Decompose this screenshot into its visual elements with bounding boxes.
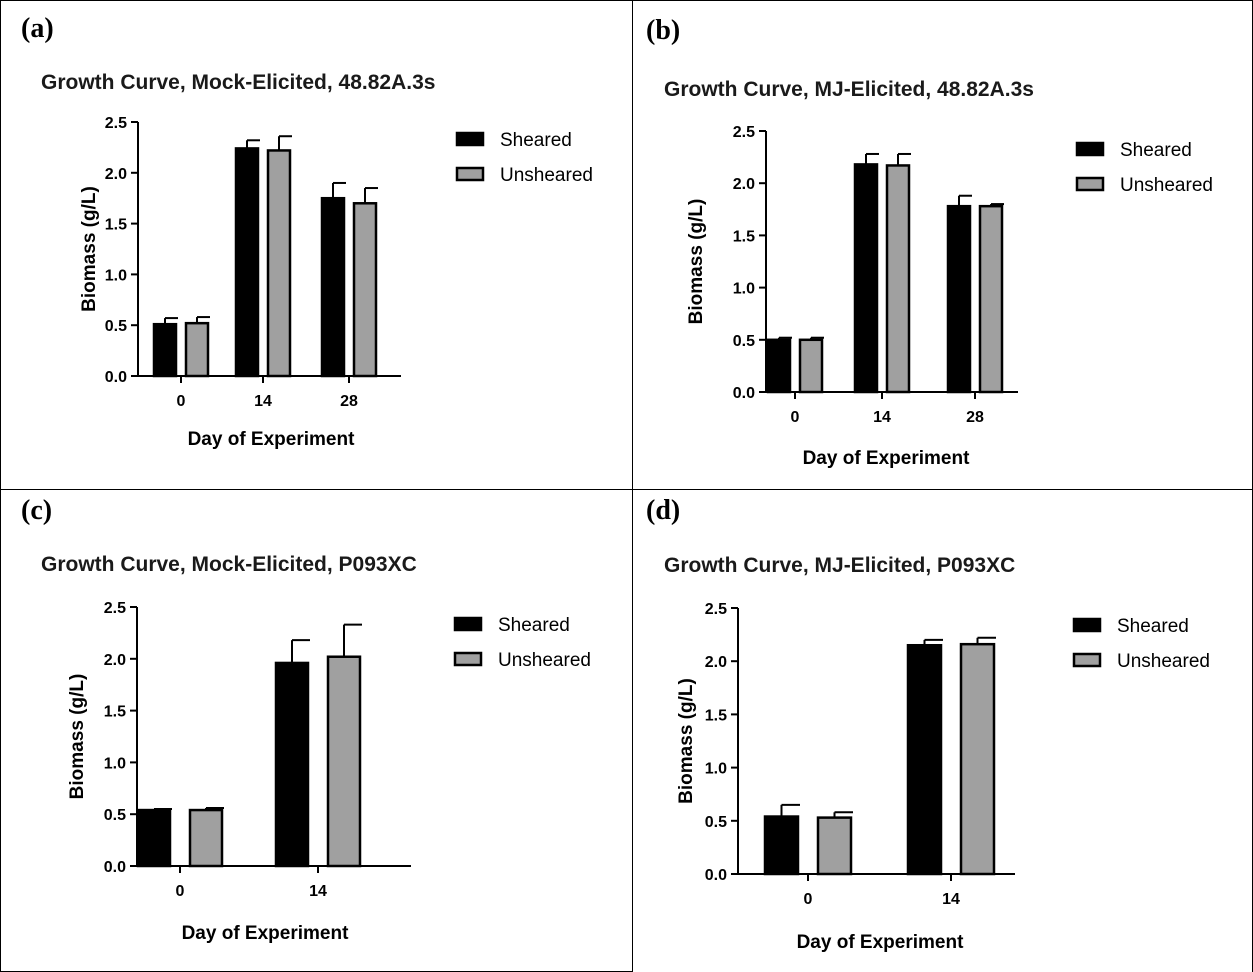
- panel-d: (d) Growth Curve, MJ-Elicited, P093XC 0.0…: [632, 489, 1253, 972]
- chart-b: Growth Curve, MJ-Elicited, 48.82A.3s 0.0 0…: [664, 78, 1213, 469]
- legend-label-sheared: Sheared: [1120, 140, 1192, 161]
- x-tick-label: 28: [966, 409, 984, 426]
- y-axis-label: Biomass (g/L): [686, 199, 707, 325]
- bar-sheared-0: [136, 808, 172, 868]
- bar-sheared-14: [853, 163, 879, 394]
- y-tick-label: 2.0: [733, 176, 755, 193]
- y-axis-label: Biomass (g/L): [79, 186, 100, 312]
- bar-unsheared-0: [798, 338, 824, 394]
- chart-title: Growth Curve, MJ-Elicited, 48.82A.3s: [664, 78, 1034, 101]
- panel-label-b: (b): [646, 15, 681, 46]
- bar-sheared-14: [274, 661, 310, 868]
- y-tick-label: 2.0: [705, 654, 727, 671]
- legend-swatch-sheared: [453, 616, 483, 632]
- bar-unsheared-0: [184, 321, 210, 378]
- legend-swatch-sheared: [455, 131, 485, 147]
- y-tick-label: 0.0: [733, 385, 755, 402]
- x-tick-label: 0: [177, 393, 186, 410]
- y-axis-label: Biomass (g/L): [67, 674, 88, 800]
- y-tick-label: 2.5: [105, 115, 127, 132]
- y-tick-label: 1.0: [733, 281, 755, 298]
- x-tick-label: 14: [309, 883, 327, 900]
- x-axis-label: Day of Experiment: [188, 429, 355, 450]
- chart-title: Growth Curve, MJ-Elicited, P093XC: [664, 554, 1015, 577]
- panel-b: (b) Growth Curve, MJ-Elicited, 48.82A.3s…: [632, 0, 1253, 490]
- panel-c: (c) Growth Curve, Mock-Elicited, P093XC 0…: [0, 489, 633, 972]
- panel-label-d: (d): [646, 495, 681, 526]
- x-axis-label: Day of Experiment: [182, 923, 349, 944]
- y-tick-label: 0.5: [105, 318, 127, 335]
- bar-unsheared-0: [816, 816, 853, 876]
- bar-sheared-14: [906, 643, 943, 876]
- y-tick-label: 0.0: [105, 369, 127, 386]
- y-tick-label: 0.0: [705, 867, 727, 884]
- legend-swatch-sheared: [1075, 141, 1105, 157]
- legend-label-unsheared: Unsheared: [498, 650, 591, 671]
- bar-unsheared-14: [326, 655, 362, 868]
- bar-unsheared-14: [959, 642, 996, 876]
- x-tick-label: 28: [340, 393, 358, 410]
- y-tick-label: 1.0: [705, 761, 727, 778]
- panel-label-c: (c): [21, 495, 53, 526]
- legend-label-unsheared: Unsheared: [1117, 651, 1210, 672]
- chart-d: Growth Curve, MJ-Elicited, P093XC 0.0 0.5 1…: [664, 554, 1210, 953]
- y-axis-label: Biomass (g/L): [676, 678, 697, 804]
- x-axis-label: Day of Experiment: [803, 448, 970, 469]
- y-tick-label: 2.5: [104, 600, 126, 617]
- chart-title: Growth Curve, Mock-Elicited, 48.82A.3s: [41, 71, 435, 94]
- x-axis-label: Day of Experiment: [797, 932, 964, 953]
- x-tick-label: 14: [873, 409, 891, 426]
- bar-sheared-28: [946, 204, 972, 394]
- legend-label-sheared: Sheared: [1117, 616, 1189, 637]
- y-tick-label: 0.5: [733, 333, 755, 350]
- bar-sheared-0: [763, 815, 800, 876]
- y-tick-label: 0.0: [104, 859, 126, 876]
- legend-label-unsheared: Unsheared: [500, 165, 593, 186]
- x-tick-label: 14: [942, 891, 960, 908]
- y-tick-label: 2.0: [104, 652, 126, 669]
- bar-sheared-28: [320, 196, 346, 378]
- panel-label-a: (a): [21, 13, 54, 44]
- legend-swatch-unsheared: [1072, 652, 1102, 668]
- bar-unsheared-28: [978, 204, 1004, 394]
- chart-a: Growth Curve, Mock-Elicited, 48.82A.3s 0.…: [41, 71, 593, 450]
- x-tick-label: 0: [176, 883, 185, 900]
- panel-a: (a) Growth Curve, Mock-Elicited, 48.82A.…: [0, 0, 633, 490]
- y-tick-label: 2.5: [733, 124, 755, 141]
- legend-swatch-unsheared: [453, 651, 483, 667]
- y-tick-label: 1.5: [104, 704, 126, 721]
- x-tick-label: 0: [791, 409, 800, 426]
- legend-swatch-unsheared: [1075, 176, 1105, 192]
- y-tick-label: 2.5: [705, 601, 727, 618]
- bar-unsheared-28: [352, 202, 378, 378]
- bar-sheared-0: [152, 322, 178, 378]
- legend-label-unsheared: Unsheared: [1120, 175, 1213, 196]
- bar-unsheared-14: [266, 149, 292, 378]
- y-tick-label: 1.0: [104, 755, 126, 772]
- y-tick-label: 1.5: [733, 228, 755, 245]
- y-tick-label: 1.0: [105, 267, 127, 284]
- x-tick-label: 0: [804, 891, 813, 908]
- legend-swatch-unsheared: [455, 166, 485, 182]
- y-tick-label: 1.5: [105, 217, 127, 234]
- bar-sheared-0: [766, 338, 792, 394]
- y-tick-label: 1.5: [705, 707, 727, 724]
- y-tick-label: 2.0: [105, 166, 127, 183]
- y-tick-label: 0.5: [705, 814, 727, 831]
- bar-unsheared-14: [885, 164, 911, 394]
- y-tick-label: 0.5: [104, 807, 126, 824]
- legend-label-sheared: Sheared: [500, 130, 572, 151]
- legend-swatch-sheared: [1072, 617, 1102, 633]
- chart-c: Growth Curve, Mock-Elicited, P093XC 0.0 0.…: [41, 553, 591, 944]
- bar-unsheared-0: [188, 808, 224, 868]
- bar-sheared-14: [234, 147, 260, 378]
- chart-title: Growth Curve, Mock-Elicited, P093XC: [41, 553, 417, 576]
- legend-label-sheared: Sheared: [498, 615, 570, 636]
- x-tick-label: 14: [254, 393, 272, 410]
